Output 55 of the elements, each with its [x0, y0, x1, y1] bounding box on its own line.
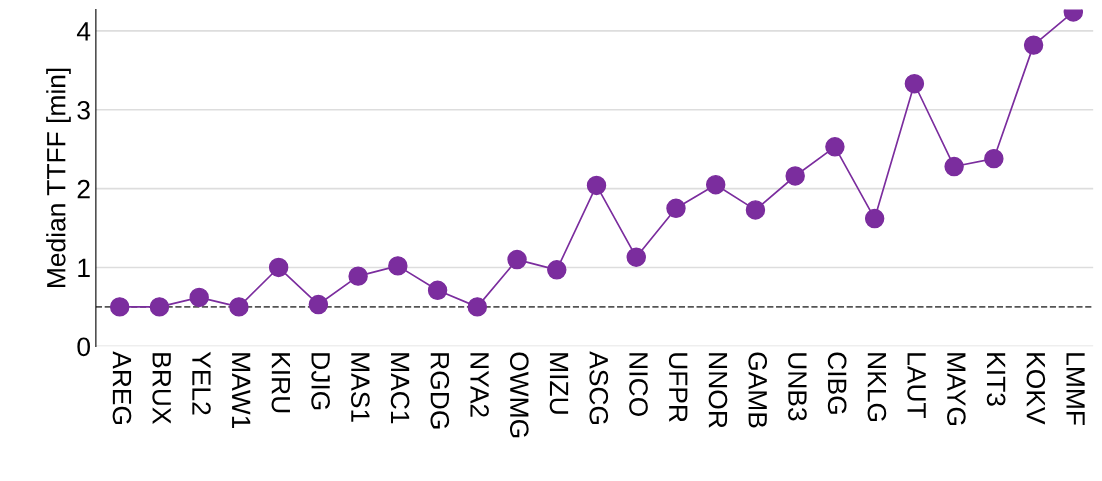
x-tick-label: NYA2 — [470, 353, 489, 417]
point — [745, 200, 766, 220]
x-tick-label: KIRU — [271, 353, 290, 413]
point — [666, 198, 686, 219]
y-axis-title: Median TTFF [min] — [46, 68, 71, 287]
x-tick-label: MIZU — [549, 353, 569, 414]
x-tick-label: MAW1 — [232, 353, 251, 429]
x-tick-label: UNB3 — [788, 353, 807, 421]
x-tick-label: RGDG — [430, 353, 450, 429]
x-tick-label: NNOR — [708, 353, 728, 428]
point — [904, 74, 925, 94]
x-tick-label: MAC1 — [390, 353, 410, 424]
y-tick-label: 3 — [77, 100, 90, 120]
point — [864, 208, 885, 229]
x-tick-label: BRUX — [152, 353, 171, 424]
x-tick-label: CIBG — [827, 352, 847, 414]
point — [626, 247, 646, 267]
x-tick-label: UFPR — [668, 353, 688, 422]
point — [1023, 35, 1044, 55]
point — [984, 148, 1004, 169]
point — [149, 297, 170, 317]
point — [189, 287, 209, 308]
point — [348, 266, 368, 286]
point — [109, 297, 130, 317]
point — [229, 297, 249, 317]
y-tick-label: 4 — [76, 22, 91, 41]
point — [507, 249, 527, 270]
x-tick-label: LMMF — [1066, 353, 1085, 425]
x-tick-label: ASCG — [589, 351, 609, 424]
x-tick-label: MAYG — [947, 353, 966, 425]
point — [388, 256, 408, 276]
point — [467, 297, 488, 317]
x-tick-label: OWMG — [509, 352, 529, 438]
x-tick-label: NICO — [629, 353, 648, 416]
y-tick-label: 2 — [77, 179, 90, 199]
point — [785, 166, 805, 186]
point — [308, 294, 329, 315]
y-tick-label: 1 — [78, 258, 90, 278]
x-tick-label: GAMB — [748, 352, 768, 428]
x-tick-label: MAS1 — [351, 353, 370, 422]
x-tick-label: KIT3 — [986, 353, 1006, 406]
y-tick-label: 0 — [77, 337, 90, 357]
point — [944, 156, 964, 177]
x-tick-label: AREG — [112, 351, 132, 424]
point — [825, 137, 845, 157]
point — [268, 257, 289, 278]
x-tick-label: KOKV — [1026, 353, 1046, 425]
x-tick-label: YEL2 — [192, 351, 211, 415]
point — [547, 260, 567, 280]
point — [586, 175, 607, 196]
point — [427, 280, 448, 301]
x-tick-label: LAUT — [907, 353, 926, 419]
point — [705, 174, 726, 195]
x-tick-label: DJIG — [311, 353, 330, 410]
x-tick-label: NKLG — [867, 353, 887, 422]
